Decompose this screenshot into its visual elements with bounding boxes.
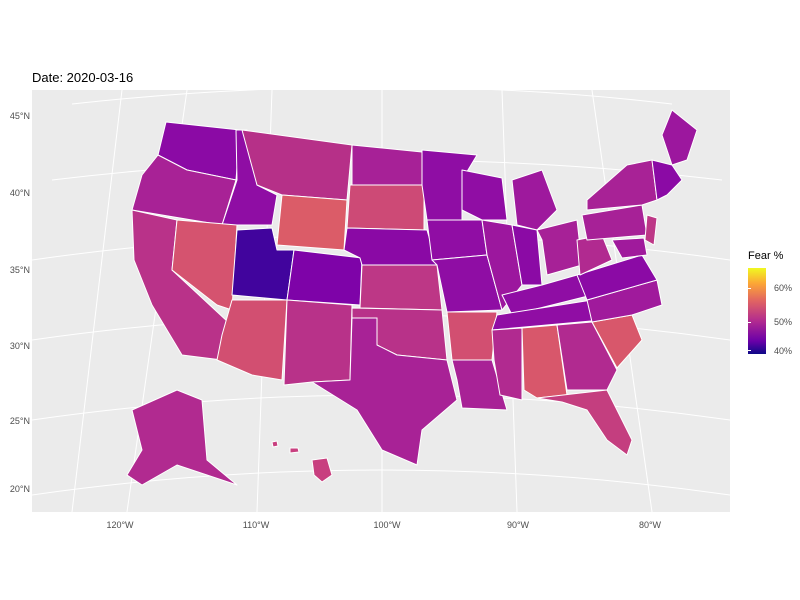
legend: Fear % 60% 50% 40%: [748, 250, 792, 356]
state-new-york: [586, 159, 658, 211]
state-georgia: [556, 321, 618, 391]
state-new-mexico: [283, 299, 353, 386]
state-mississippi: [491, 327, 523, 401]
state-hawaii-small-1: [271, 440, 279, 448]
state-alaska: [126, 389, 238, 486]
state-maine: [661, 109, 698, 166]
state-texas: [311, 317, 458, 466]
y-tick-20n: 20°N: [9, 484, 30, 494]
state-michigan: [511, 169, 558, 231]
y-tick-35n: 35°N: [9, 265, 30, 275]
state-maryland: [611, 237, 648, 259]
state-south-dakota: [346, 184, 425, 231]
legend-title: Fear %: [748, 250, 784, 262]
state-virginia: [576, 254, 658, 301]
state-north-dakota: [351, 144, 423, 186]
state-ohio: [536, 219, 583, 276]
state-pennsylvania: [581, 204, 648, 241]
state-new-jersey: [644, 214, 658, 246]
state-kansas: [359, 264, 443, 311]
state-nevada: [171, 219, 238, 311]
legend-tick-50: 50%: [774, 317, 793, 327]
x-tick-80w: 80°W: [638, 520, 662, 530]
legend-colorbar: [748, 268, 766, 354]
state-hawaii-small-2: [289, 447, 300, 454]
state-iowa: [426, 219, 488, 261]
legend-tick-40: 40%: [774, 346, 793, 356]
us-map: [32, 90, 730, 512]
graticule-125w: [71, 90, 123, 512]
map-title: Date: 2020-03-16: [32, 70, 134, 85]
x-tick-90w: 90°W: [506, 520, 530, 530]
y-tick-45n: 45°N: [9, 111, 30, 121]
state-wyoming: [276, 194, 348, 251]
state-new-england: [651, 159, 683, 201]
state-hawaii: [311, 457, 333, 483]
legend-mark-40: [748, 350, 751, 351]
map-panel: [32, 90, 730, 512]
state-arizona: [216, 299, 288, 381]
state-missouri: [431, 254, 503, 313]
graticule-45n: [71, 90, 673, 105]
y-tick-30n: 30°N: [9, 341, 30, 351]
legend-mark-60: [748, 288, 751, 289]
legend-mark-50: [748, 322, 751, 323]
state-florida: [536, 389, 633, 456]
legend-tick-60: 60%: [774, 283, 793, 293]
state-arkansas: [446, 311, 498, 361]
y-tick-25n: 25°N: [9, 416, 30, 426]
state-wisconsin: [461, 169, 508, 221]
x-tick-120w: 120°W: [106, 520, 134, 530]
x-tick-110w: 110°W: [242, 520, 270, 530]
state-louisiana: [451, 359, 508, 411]
y-tick-40n: 40°N: [9, 188, 30, 198]
x-tick-100w: 100°W: [373, 520, 401, 530]
state-colorado: [286, 249, 363, 306]
